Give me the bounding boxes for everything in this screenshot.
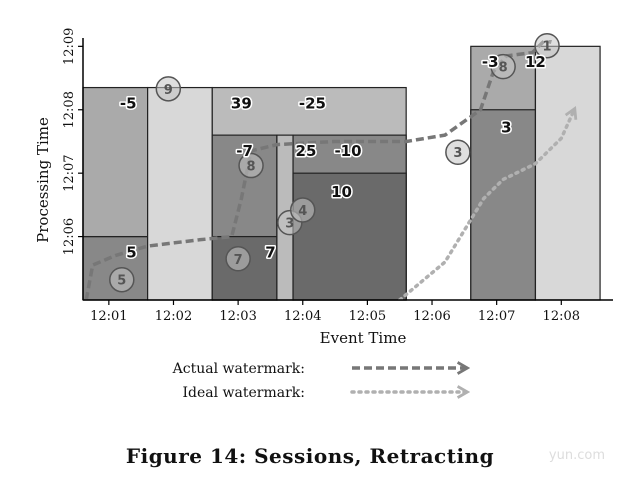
- x-tick-label: 12:05: [349, 309, 386, 324]
- value-label: -10: [334, 142, 361, 160]
- data-point-label: 8: [247, 160, 256, 175]
- y-tick-label: 12:09: [62, 28, 77, 65]
- data-point-label: 3: [453, 146, 462, 161]
- data-point: 4: [290, 197, 316, 223]
- data-point: 9: [155, 76, 182, 102]
- value-label: 10: [331, 183, 352, 201]
- data-point: 5: [109, 266, 135, 293]
- pane-s2-ontime: [147, 86, 213, 301]
- series-ideal-watermark: [397, 105, 578, 300]
- data-point-label: 4: [298, 204, 307, 219]
- data-point: 8: [238, 152, 264, 179]
- data-point-label: 9: [164, 83, 173, 98]
- y-tick-label: 12:07: [62, 154, 77, 191]
- data-point-circle: [238, 152, 264, 179]
- pane-s5-ontime: [534, 45, 601, 301]
- data-point-circle: [290, 197, 316, 223]
- data-point: 8: [490, 53, 516, 80]
- data-point-label: 5: [117, 274, 126, 289]
- x-tick-label: 12:07: [478, 309, 515, 324]
- value-label: 7: [265, 243, 275, 261]
- legend-label: Ideal watermark:: [183, 385, 306, 401]
- x-tick-label: 12:04: [284, 309, 321, 324]
- value-label: 39: [231, 94, 252, 112]
- data-point-circle: [109, 266, 135, 293]
- data-point-circle: [155, 76, 182, 102]
- y-tick-label: 12:08: [62, 91, 77, 128]
- data-point-circle: [225, 246, 251, 272]
- data-point-label: 8: [499, 61, 508, 76]
- x-tick-label: 12:01: [90, 309, 127, 324]
- data-point: 1: [534, 32, 560, 59]
- data-point-label: 7: [234, 253, 243, 268]
- value-label: -5: [120, 94, 137, 112]
- figure-caption: Figure 14: Sessions, Retracting: [126, 444, 494, 468]
- x-tick-label: 12:08: [543, 309, 580, 324]
- watermark-text: yun.com: [549, 448, 605, 463]
- data-point-circle: [445, 139, 471, 165]
- x-tick-label: 12:06: [413, 309, 450, 324]
- pane-s4-early: [470, 109, 537, 301]
- data-point-label: 3: [285, 217, 294, 232]
- x-tick-label: 12:03: [219, 309, 256, 324]
- data-point: 3: [445, 139, 471, 165]
- data-point-label: 1: [543, 40, 552, 55]
- value-label: -7: [236, 142, 253, 160]
- legend-item: Actual watermark:: [172, 361, 471, 377]
- y-axis-title: Processing Time: [34, 117, 52, 243]
- value-label: 5: [126, 243, 136, 261]
- data-point: 7: [225, 246, 251, 272]
- value-label: 25: [296, 142, 317, 160]
- legend: Actual watermark: Ideal watermark:: [172, 361, 471, 401]
- pane-s3-early-e: [292, 172, 407, 301]
- legend-item: Ideal watermark:: [183, 385, 471, 401]
- value-label: 12: [525, 53, 546, 71]
- pane-s1-ontime: [82, 86, 149, 238]
- axes: 12:01 12:02 12:03 12:04 12:05 12:06 12:07 12:08…: [62, 28, 613, 324]
- x-tick-label: 12:02: [155, 309, 192, 324]
- y-tick-label: 12:06: [62, 218, 77, 255]
- value-label: 3: [501, 119, 511, 137]
- value-label: -25: [299, 94, 326, 112]
- value-label: -3: [482, 53, 499, 71]
- data-point-circle: [490, 53, 516, 80]
- legend-label: Actual watermark:: [172, 361, 305, 377]
- data-point-circle: [534, 32, 560, 59]
- x-axis-title: Event Time: [320, 329, 407, 347]
